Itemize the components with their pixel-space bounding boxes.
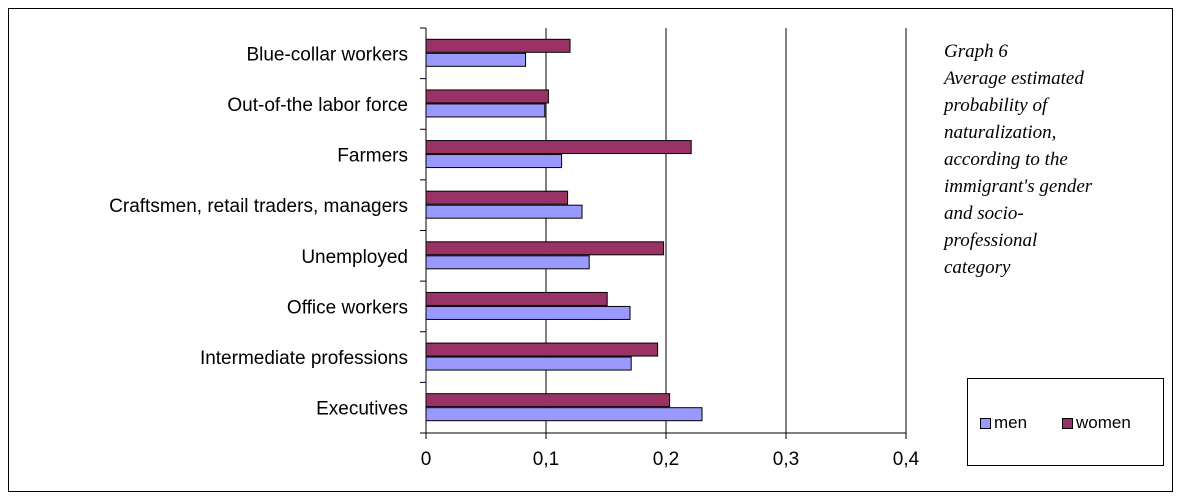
bar-women <box>425 291 608 306</box>
category-label: Executives <box>316 399 408 420</box>
category-label: Out-of-the labor force <box>227 95 408 116</box>
caption-line: naturalization, <box>944 122 1057 143</box>
bar-men <box>425 204 583 219</box>
caption-line: according to the <box>944 149 1068 170</box>
caption-line: probability of <box>944 95 1048 116</box>
legend: men women <box>967 378 1164 466</box>
legend-label-men: men <box>994 413 1028 432</box>
category-label: Intermediate professions <box>200 348 408 369</box>
x-tick-label: 0 <box>421 449 432 470</box>
bar-men <box>425 356 632 371</box>
caption-line: immigrant's gender <box>944 176 1093 197</box>
x-tick-label: 0,1 <box>533 449 559 470</box>
category-label: Blue-collar workers <box>246 44 408 65</box>
bar-women <box>425 38 571 53</box>
bar-men <box>425 255 590 270</box>
bar-men <box>425 407 703 422</box>
x-tick-label: 0,2 <box>653 449 679 470</box>
category-label: Craftsmen, retail traders, managers <box>109 196 408 217</box>
gridlines <box>545 28 907 433</box>
caption-line: category <box>944 257 1011 278</box>
legend-label-women: women <box>1076 413 1131 432</box>
bar-men <box>425 52 527 67</box>
x-tick-label: 0,3 <box>773 449 799 470</box>
x-tick-labels: 0 0,1 0,2 0,3 0,4 <box>421 449 920 470</box>
bar-men <box>425 305 631 320</box>
bar-women <box>425 393 671 408</box>
category-labels: Blue-collar workers Out-of-the labor forc… <box>109 44 408 419</box>
category-label: Unemployed <box>301 247 408 268</box>
bar-men <box>425 154 563 169</box>
bars <box>425 38 703 422</box>
bar-women <box>425 89 549 104</box>
caption-line: professional <box>944 230 1038 251</box>
legend-item-women: women <box>1062 413 1131 433</box>
bar-women <box>425 190 569 205</box>
bar-women <box>425 140 692 155</box>
category-label: Farmers <box>337 146 408 167</box>
chart-caption: Graph 6 Average estimated probability of na… <box>944 38 1169 281</box>
caption-line: and socio- <box>944 203 1024 224</box>
axes <box>420 27 907 439</box>
legend-swatch-women <box>1062 417 1073 429</box>
caption-line: Average estimated <box>944 68 1084 89</box>
bar-women <box>425 342 659 357</box>
bar-women <box>425 241 665 256</box>
bar-men <box>425 103 546 118</box>
category-label: Office workers <box>287 297 408 318</box>
caption-line: Graph 6 <box>944 41 1008 62</box>
x-tick-label: 0,4 <box>893 449 920 470</box>
legend-swatch-men <box>980 417 991 429</box>
legend-item-men: men <box>980 413 1027 433</box>
